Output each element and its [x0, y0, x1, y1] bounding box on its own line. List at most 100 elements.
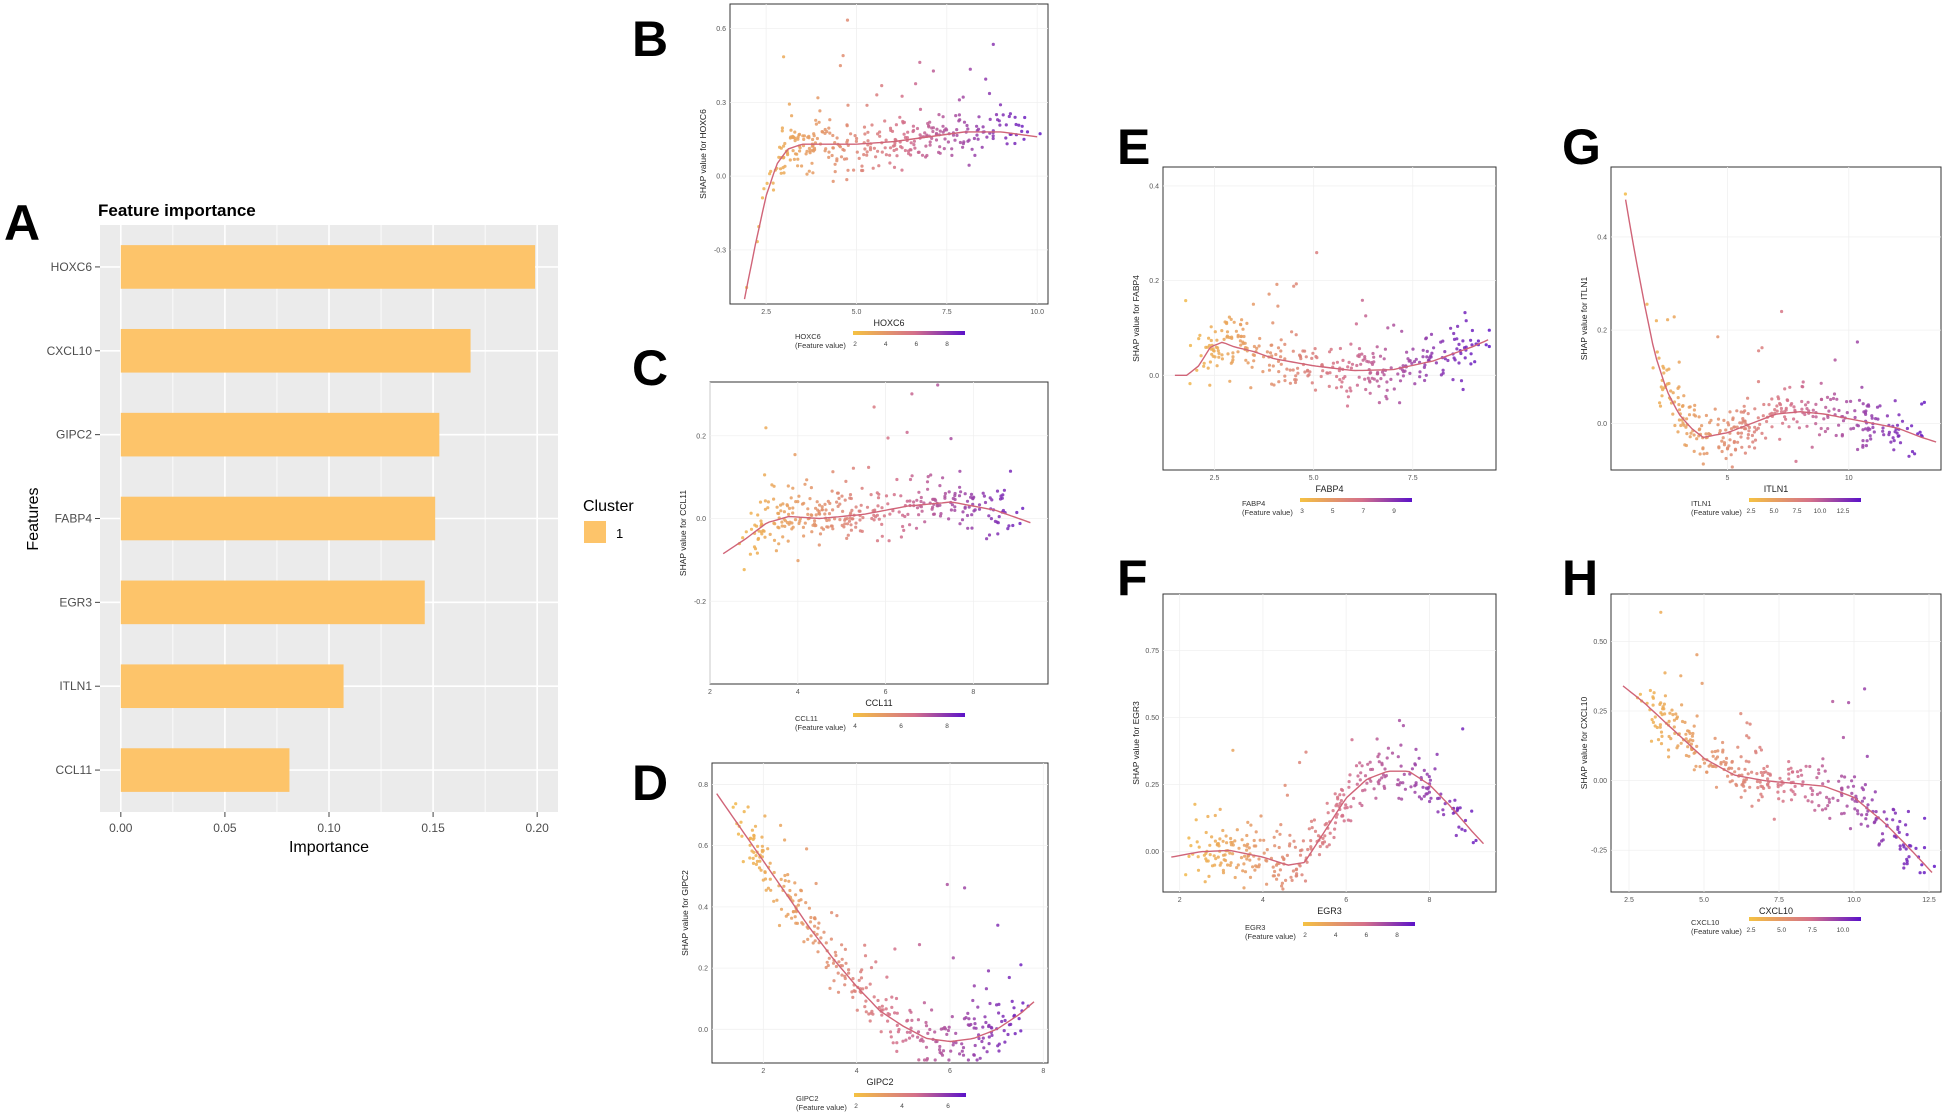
shap-point [813, 939, 817, 943]
shap-point [880, 522, 884, 527]
shap-point [786, 484, 790, 488]
shap-point [1457, 342, 1461, 346]
legend-gradient-bar [1303, 922, 1415, 926]
category-label-gipc2: GIPC2 [56, 428, 92, 442]
plot-frame [1162, 593, 1497, 893]
shap-point [1272, 383, 1276, 387]
shap-point [1349, 342, 1353, 346]
shap-point [1375, 379, 1379, 383]
shap-point [1700, 424, 1704, 428]
shap-point [1319, 374, 1323, 379]
shap-point [930, 1008, 934, 1012]
shap-point [1384, 394, 1388, 399]
shap-point [1677, 403, 1681, 407]
shap-point [955, 128, 959, 132]
shap-point [838, 518, 842, 522]
shap-point [1265, 882, 1269, 886]
shap-point [999, 494, 1003, 498]
scatter-ticks: 2 4 6 80.000.250.500.75 [1145, 648, 1431, 904]
shap-point [748, 856, 752, 860]
legend-title: EGR3 [1245, 923, 1265, 932]
shap-point [1779, 410, 1784, 414]
shap-point [1008, 469, 1013, 473]
shap-point [1428, 799, 1432, 804]
y-tick-label: 0.00 [1593, 778, 1607, 785]
shap-point [1680, 703, 1684, 707]
shap-point [1730, 465, 1734, 469]
shap-point [1372, 787, 1376, 791]
shap-point [1221, 839, 1225, 843]
shap-point [1262, 851, 1266, 855]
shap-point [1402, 772, 1406, 777]
shap-point [1859, 822, 1863, 826]
shap-point [1711, 754, 1715, 758]
shap-point [945, 1032, 949, 1036]
shap-point [763, 499, 768, 503]
shap-point [1758, 780, 1762, 784]
shap-point [1360, 352, 1364, 356]
shap-point [902, 528, 906, 533]
shap-point [1714, 757, 1718, 761]
y-tick-label: 0.4 [698, 904, 708, 911]
shap-point [1828, 816, 1832, 821]
shap-point [1282, 857, 1286, 862]
shap-point [815, 136, 820, 141]
shap-point [793, 518, 798, 522]
shap-point [1753, 407, 1757, 411]
shap-point [963, 886, 967, 890]
shap-point [1666, 318, 1670, 322]
shap-point [1656, 738, 1661, 742]
shap-point [1755, 772, 1759, 776]
shap-point [1743, 767, 1747, 772]
shap-point [980, 145, 984, 149]
shap-point [895, 1041, 899, 1045]
shap-point [1932, 864, 1936, 869]
shap-point [1787, 777, 1791, 781]
shap-point [1667, 734, 1671, 739]
shap-point [938, 1044, 942, 1049]
shap-point [1701, 446, 1705, 450]
shap-point [859, 976, 864, 980]
shap-point [1309, 845, 1313, 849]
shap-point [1455, 337, 1459, 341]
panel-letter-b: B [632, 11, 668, 67]
shap-point [998, 123, 1002, 127]
smooth-trend-line [722, 501, 1031, 555]
shap-point [779, 509, 783, 513]
shap-point [1315, 251, 1319, 255]
shap-panel-cxcl10: 2.5 5.0 7.5 10.0 12.5-0.250.000.250.50CXCL10… [1579, 593, 1942, 936]
shap-point [1290, 878, 1294, 883]
shap-point [997, 1011, 1001, 1015]
shap-point [1446, 358, 1450, 363]
shap-point [1787, 760, 1791, 764]
shap-point [783, 879, 787, 883]
shap-point [1660, 394, 1664, 398]
shap-point [1671, 391, 1675, 395]
shap-point [1222, 337, 1226, 341]
shap-point [1470, 328, 1474, 333]
shap-point [1860, 813, 1864, 817]
shap-point [1000, 1019, 1004, 1024]
shap-point [795, 921, 800, 926]
shap-point [886, 436, 890, 440]
shap-point [1474, 838, 1478, 843]
shap-point [1422, 794, 1426, 798]
shap-point [1878, 404, 1882, 408]
shap-point [1293, 380, 1298, 385]
shap-point [1688, 738, 1692, 742]
shap-point [1767, 403, 1771, 407]
x-tick-label: 5.0 [852, 309, 862, 316]
shap-point [811, 149, 816, 153]
shap-point [1881, 429, 1885, 433]
shap-point [840, 494, 844, 498]
shap-point [903, 148, 908, 153]
shap-point [931, 129, 935, 134]
shap-point [806, 507, 810, 511]
legend-tick-label: 9 [1392, 508, 1396, 515]
shap-point [830, 911, 834, 915]
shap-point [1651, 366, 1655, 370]
shap-point [1753, 438, 1758, 442]
shap-point [1013, 115, 1017, 119]
plot-frame [711, 762, 1049, 1064]
shap-point [877, 164, 881, 168]
